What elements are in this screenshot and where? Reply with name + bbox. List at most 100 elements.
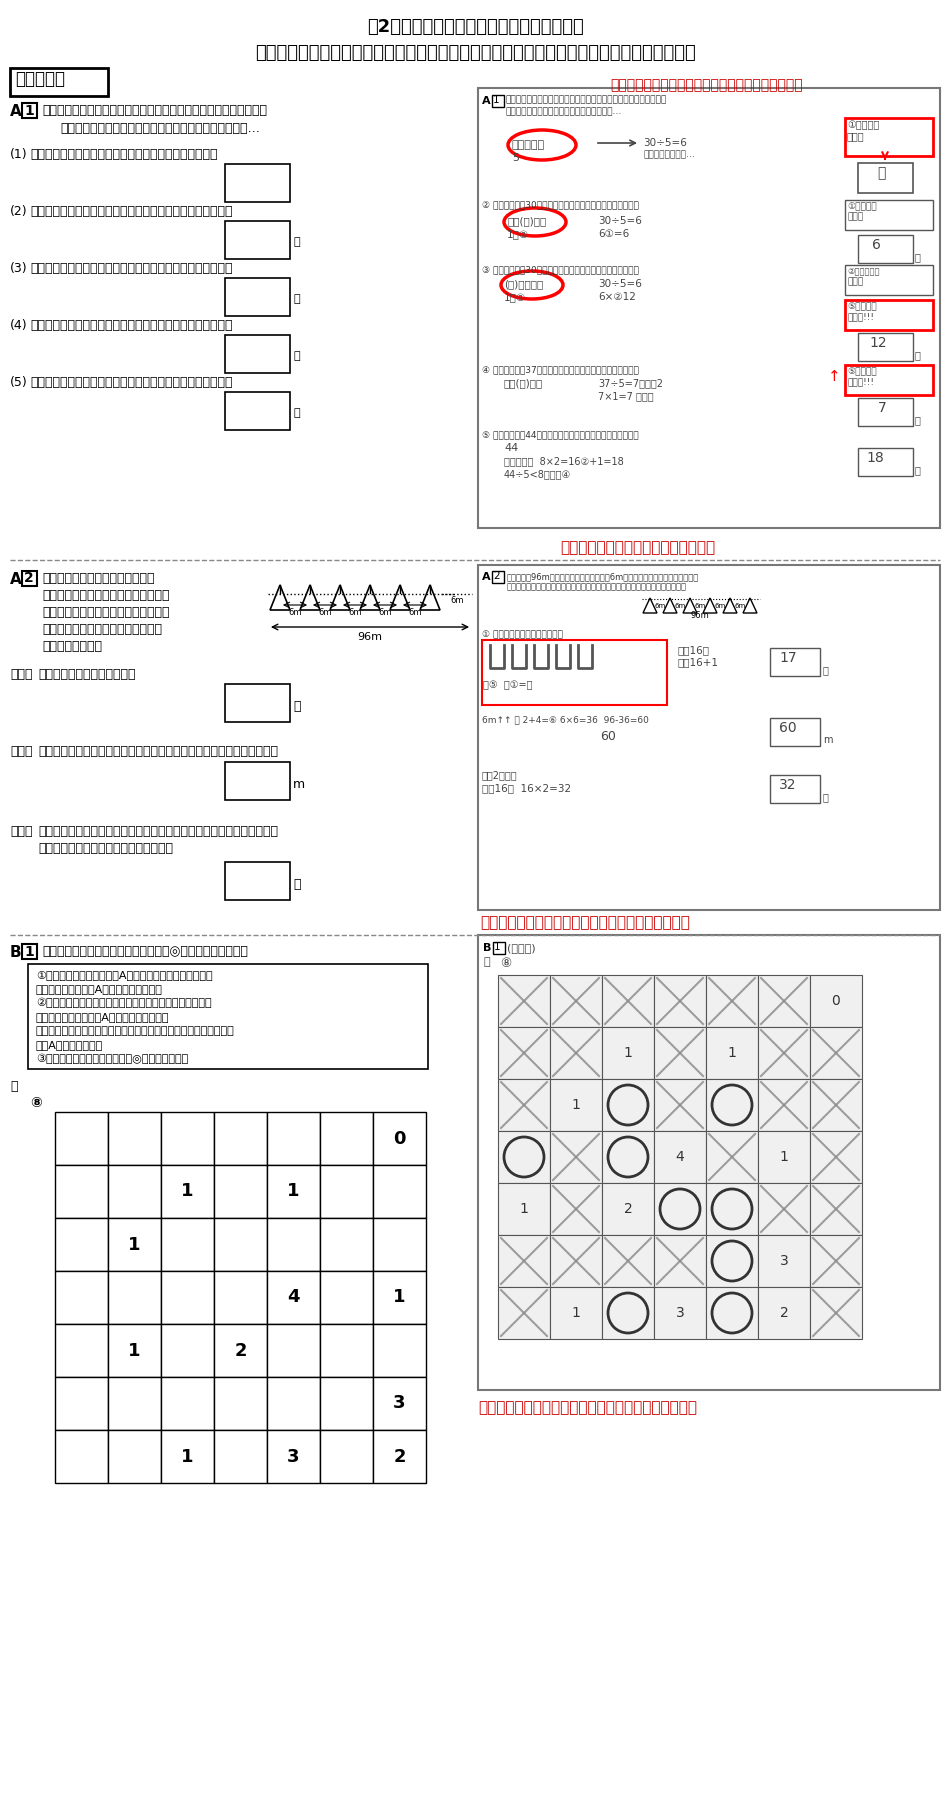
Text: 0: 0 [393, 1129, 406, 1147]
Text: にかくされているAじるしの二数です。: にかくされているAじるしの二数です。 [36, 1012, 169, 1023]
Text: 本: 本 [823, 792, 828, 803]
Bar [492, 572, 504, 583]
Bar [858, 447, 913, 476]
Text: ①セットで: ①セットで [847, 202, 877, 211]
Bar [161, 1272, 214, 1324]
Bar [267, 1376, 320, 1431]
Bar [267, 1272, 320, 1324]
Text: 左から数えて４４番目までに，「れ」はいくつありますか。: 左から数えて４４番目までに，「れ」はいくつありますか。 [30, 375, 233, 390]
Text: 6m: 6m [318, 608, 332, 617]
Bar [108, 1324, 161, 1376]
Bar [267, 1165, 320, 1218]
Bar [602, 974, 654, 1026]
Text: 1: 1 [494, 942, 501, 953]
Bar [654, 1183, 706, 1236]
Text: B: B [483, 943, 491, 953]
Text: 6m: 6m [655, 603, 666, 610]
Bar [810, 1286, 862, 1339]
Bar [845, 364, 933, 395]
Bar [55, 1218, 108, 1272]
Text: 3: 3 [780, 1254, 788, 1268]
Text: 1: 1 [128, 1236, 141, 1254]
Text: ①　圀の左上に書いてあるAじるしつきの数字は圀の中に: ① 圀の左上に書いてあるAじるしつきの数字は圀の中に [36, 971, 213, 980]
Text: 本: 本 [293, 700, 300, 713]
Text: Aがありません。: Aがありません。 [36, 1039, 104, 1050]
Bar [373, 1272, 426, 1324]
Bar [22, 103, 37, 117]
Text: (1): (1) [10, 148, 28, 161]
Text: （１）: （１） [10, 667, 32, 680]
Text: 閒が16こ: 閒が16こ [678, 646, 710, 655]
Bar [108, 1165, 161, 1218]
Bar [214, 1111, 267, 1165]
Bar [706, 1236, 758, 1286]
Text: 6m: 6m [734, 603, 746, 610]
Text: 2: 2 [235, 1342, 247, 1360]
Bar [373, 1324, 426, 1376]
Bar [214, 1165, 267, 1218]
Text: 6m: 6m [694, 603, 706, 610]
Bar [225, 278, 290, 316]
Text: ⑤あまりに: ⑤あまりに [847, 301, 877, 310]
Text: 自分で図をかいて規則をみつけられるようになる！: 自分で図をかいて規則をみつけられるようになる！ [480, 915, 690, 931]
Bar [550, 1236, 602, 1286]
Text: （３）: （３） [10, 824, 32, 839]
Bar [858, 162, 913, 193]
Bar [320, 1324, 373, 1376]
Text: 木と木の間に，木と花の間や花と花の間がすべて２ｍになるように花を: 木と木の間に，木と花の間や花と花の間がすべて２ｍになるように花を [38, 824, 278, 839]
Bar [225, 391, 290, 429]
Text: 左から数えて３７番目までに，「み」はいくつありますか。: 左から数えて３７番目までに，「み」はいくつありますか。 [30, 319, 233, 332]
Bar [161, 1376, 214, 1431]
Bar [55, 1376, 108, 1431]
Text: 5: 5 [512, 153, 519, 162]
Bar [602, 1131, 654, 1183]
Text: 1: 1 [493, 96, 500, 105]
Bar [267, 1324, 320, 1376]
Text: ↑: ↑ [828, 370, 841, 384]
Bar [602, 1026, 654, 1079]
Bar [758, 1131, 810, 1183]
Text: 右のように９６ｍの道のはしから: 右のように９６ｍの道のはしから [42, 572, 155, 584]
Bar [10, 69, 108, 96]
Text: 96m: 96m [691, 612, 710, 621]
Bar [498, 974, 550, 1026]
Bar [810, 1131, 862, 1183]
Text: ④ 左から数えて37番目までに，「み」はいくつありますか。: ④ 左から数えて37番目までに，「み」はいくつありますか。 [482, 364, 638, 373]
Bar [498, 1026, 550, 1079]
Bar [373, 1431, 426, 1483]
Text: どれみれど: どれみれど [512, 141, 545, 150]
Bar [55, 1324, 108, 1376]
Bar [845, 299, 933, 330]
Text: 6m: 6m [408, 608, 422, 617]
Text: 32: 32 [779, 778, 796, 792]
Text: 2: 2 [24, 572, 34, 584]
Bar [602, 1079, 654, 1131]
Text: つ: つ [915, 465, 921, 474]
Text: ちゅう!!!: ちゅう!!! [847, 377, 874, 386]
Text: 30÷5=6: 30÷5=6 [598, 216, 642, 226]
Text: 1組②: 1組② [504, 292, 526, 301]
Text: （２）: （２） [10, 745, 32, 758]
Bar [482, 640, 667, 705]
Bar [320, 1431, 373, 1483]
Text: 左から３本目の木と，右から５本目の木とは，何ｍはなれていますか。: 左から３本目の木と，右から５本目の木とは，何ｍはなれていますか。 [38, 745, 278, 758]
Text: 6: 6 [872, 238, 881, 253]
Text: つ: つ [293, 408, 299, 419]
Bar [161, 1218, 214, 1272]
Bar [22, 943, 37, 960]
Bar [55, 1165, 108, 1218]
Bar [498, 1183, 550, 1236]
Bar [55, 1272, 108, 1324]
Bar [161, 1111, 214, 1165]
Text: (2): (2) [10, 206, 28, 218]
Bar [706, 1079, 758, 1131]
Text: (ど)れみれど: (ど)れみれど [504, 280, 543, 289]
Bar [225, 761, 290, 799]
Bar [654, 974, 706, 1026]
Bar [550, 1131, 602, 1183]
Bar [858, 399, 913, 426]
Text: 3: 3 [287, 1447, 300, 1465]
Bar [22, 572, 37, 586]
Bar [498, 1236, 550, 1286]
Bar [320, 1272, 373, 1324]
